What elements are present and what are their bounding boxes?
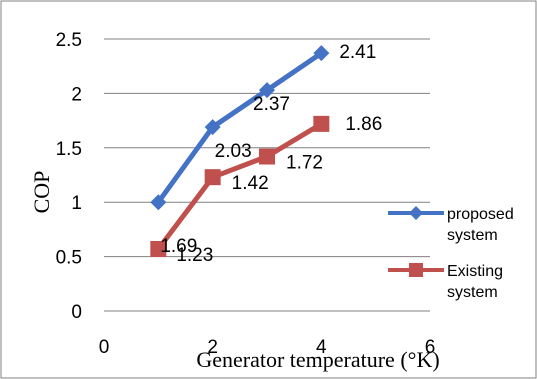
x-tick-labels: 0 2 4 6 bbox=[99, 337, 436, 358]
x-axis-title: Generator temperature (°K) bbox=[196, 347, 439, 372]
y-tick-label: 2 bbox=[71, 84, 82, 105]
x-tick-label: 2 bbox=[207, 337, 218, 358]
data-label: 2.41 bbox=[339, 42, 376, 63]
data-label: 1.42 bbox=[232, 173, 269, 194]
data-label: 1.23 bbox=[176, 245, 213, 266]
legend-label-line2: system bbox=[447, 227, 498, 244]
diamond-marker bbox=[150, 194, 167, 211]
data-label: 2.03 bbox=[215, 141, 252, 162]
data-label: 1.86 bbox=[345, 114, 382, 135]
legend-label-line2: system bbox=[447, 284, 498, 301]
y-tick-labels: 0 0.5 1 1.5 2 2.5 bbox=[56, 30, 82, 323]
legend-label-line1: Existing bbox=[447, 263, 503, 280]
legend-square-icon bbox=[409, 263, 423, 277]
diamond-marker bbox=[313, 45, 330, 62]
y-tick-label: 0.5 bbox=[56, 248, 82, 269]
legend-label-line1: proposed bbox=[447, 206, 514, 223]
data-label: 2.37 bbox=[253, 94, 290, 115]
diamond-marker bbox=[259, 82, 275, 99]
series-line-1 bbox=[156, 121, 323, 251]
data-label: 1.69 bbox=[160, 236, 197, 257]
diamond-marker bbox=[204, 119, 221, 136]
y-axis-title: COP bbox=[29, 171, 54, 214]
y-tick-label: 2.5 bbox=[56, 30, 82, 51]
x-tick-label: 6 bbox=[425, 337, 436, 358]
series-line-0 bbox=[156, 51, 323, 204]
y-tick-label: 1 bbox=[71, 193, 82, 214]
legend: proposed system Existing system bbox=[388, 206, 514, 301]
x-tick-label: 0 bbox=[99, 337, 110, 358]
series-layer bbox=[150, 45, 330, 257]
y-tick-label: 0 bbox=[71, 302, 82, 323]
y-tick-label: 1.5 bbox=[56, 139, 82, 160]
legend-diamond-icon bbox=[409, 206, 423, 220]
x-tick-label: 4 bbox=[316, 337, 327, 358]
square-marker bbox=[204, 169, 221, 186]
data-label: 1.72 bbox=[286, 153, 323, 174]
square-marker bbox=[313, 115, 330, 132]
data-labels: 1.69 2.03 2.37 2.41 1.23 1.42 1.72 1.86 bbox=[160, 42, 382, 266]
square-marker bbox=[150, 240, 167, 257]
square-marker bbox=[259, 148, 275, 165]
